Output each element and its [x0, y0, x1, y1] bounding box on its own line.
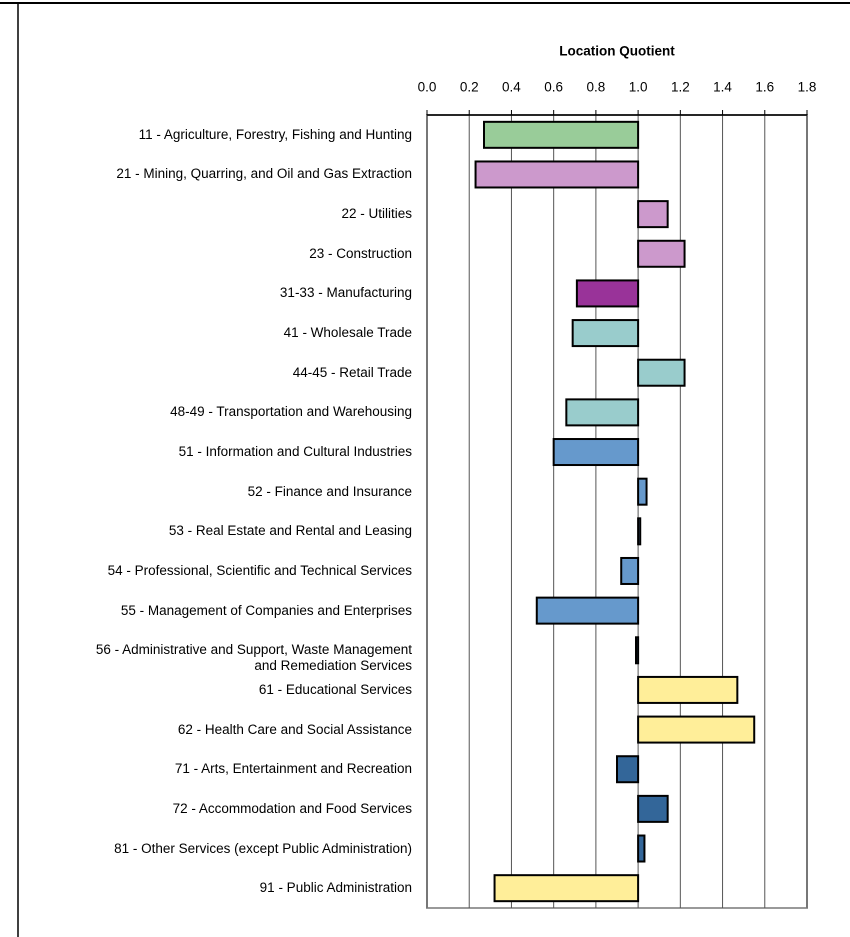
x-tick-label: 0.2: [460, 80, 479, 95]
bar: [474, 160, 640, 189]
category-label: 31-33 - Manufacturing: [279, 285, 412, 301]
category-label: 72 - Accommodation and Food Services: [172, 800, 412, 816]
category-label: 56 - Administrative and Support, Waste M…: [95, 642, 412, 674]
category-label: 23 - Construction: [309, 245, 412, 261]
category-label: 54 - Professional, Scientific and Techni…: [107, 562, 412, 578]
x-tick-label: 1.4: [713, 80, 732, 95]
bar: [637, 517, 642, 546]
x-tick-label: 1.0: [629, 80, 648, 95]
bar: [571, 319, 640, 348]
x-tick-label: 0.0: [418, 80, 437, 95]
axis-title: Location Quotient: [559, 44, 675, 59]
x-tick-label: 1.8: [798, 80, 817, 95]
category-label: 48-49 - Transportation and Warehousing: [170, 404, 412, 420]
bar: [493, 874, 640, 903]
bar: [635, 636, 640, 665]
category-label: 22 - Utilities: [341, 206, 412, 222]
bar: [637, 477, 648, 506]
bar: [575, 279, 640, 308]
x-tick-label: 0.6: [544, 80, 563, 95]
x-tick-label: 1.2: [671, 80, 690, 95]
bar: [637, 715, 756, 744]
category-label: 11 - Agriculture, Forestry, Fishing and …: [138, 126, 412, 142]
plot-area: [426, 114, 808, 909]
bar: [552, 438, 640, 467]
category-label: 53 - Real Estate and Rental and Leasing: [168, 523, 412, 539]
bar: [637, 834, 646, 863]
category-label: 61 - Educational Services: [258, 681, 412, 697]
category-label: 71 - Arts, Entertainment and Recreation: [174, 761, 412, 777]
bar: [637, 239, 686, 268]
bar: [637, 200, 669, 229]
x-tick-label: 0.8: [586, 80, 605, 95]
category-label: 52 - Finance and Insurance: [247, 483, 412, 499]
category-label: 44-45 - Retail Trade: [292, 364, 412, 380]
bar: [637, 358, 686, 387]
category-label: 62 - Health Care and Social Assistance: [177, 721, 412, 737]
bar: [637, 675, 739, 704]
bar: [620, 556, 640, 585]
x-tick-label: 1.6: [755, 80, 774, 95]
category-label: 55 - Management of Companies and Enterpr…: [120, 602, 412, 618]
bar: [535, 596, 640, 625]
bar: [616, 755, 640, 784]
category-label: 51 - Information and Cultural Industries: [178, 444, 412, 460]
category-label: 91 - Public Administration: [259, 880, 412, 896]
category-label: 41 - Wholesale Trade: [283, 325, 412, 341]
bar: [637, 794, 669, 823]
category-label: 81 - Other Services (except Public Admin…: [114, 840, 412, 856]
category-label: 21 - Mining, Quarring, and Oil and Gas E…: [116, 166, 412, 182]
bar: [565, 398, 640, 427]
x-tick-label: 0.4: [502, 80, 521, 95]
bar: [483, 120, 640, 149]
